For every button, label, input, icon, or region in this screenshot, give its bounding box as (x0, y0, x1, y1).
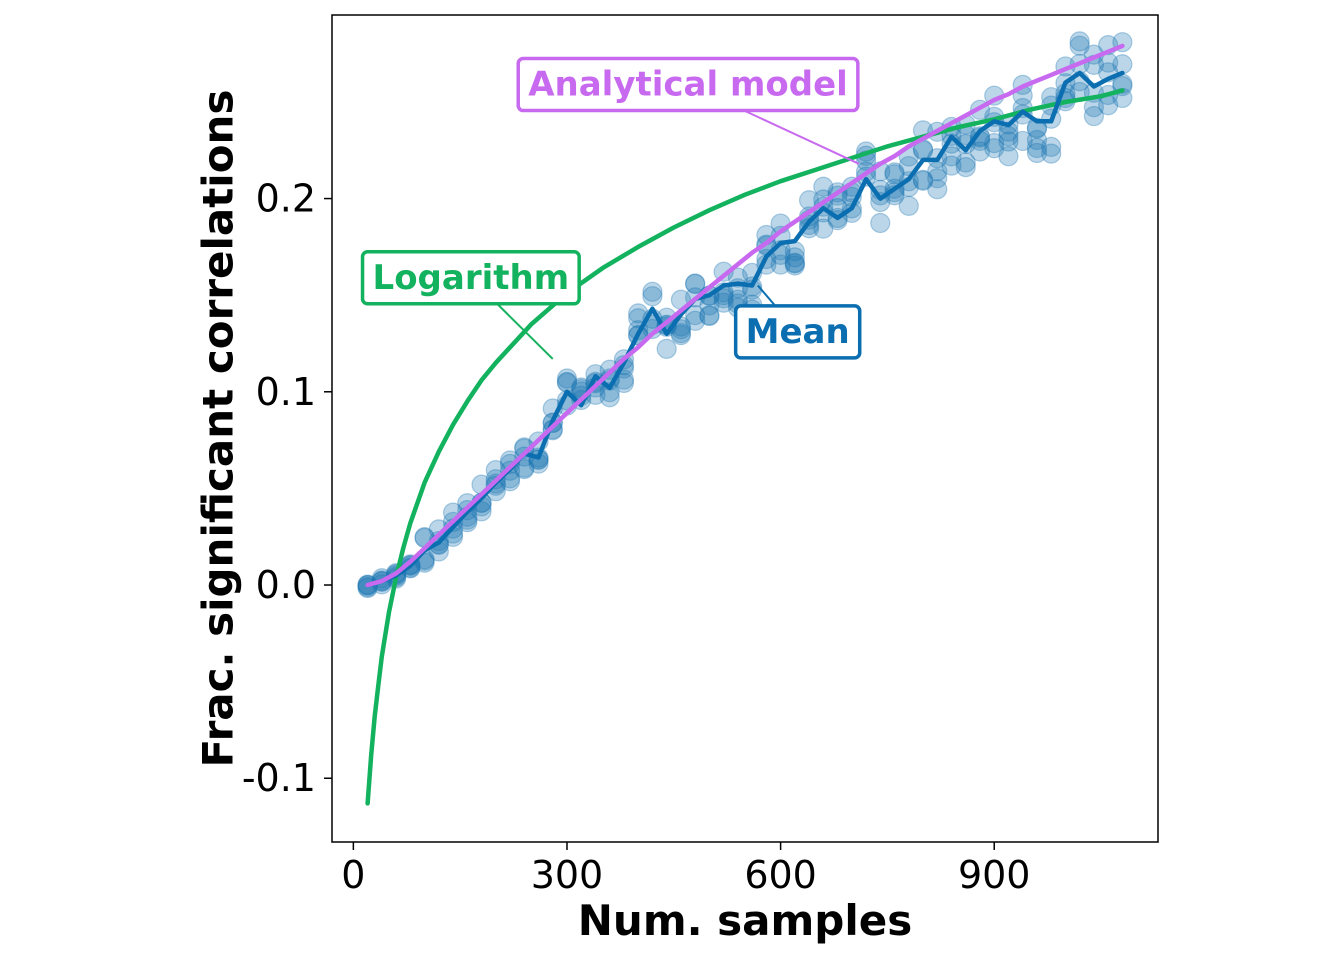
scatter-point (884, 164, 905, 185)
scatter-point (1026, 142, 1048, 164)
scatter-point (969, 127, 991, 148)
y-axis-title: Frac. significant correlations (194, 90, 243, 768)
scatter-point (1041, 136, 1062, 157)
scatter-point (656, 338, 677, 359)
scatter-point (1041, 143, 1062, 164)
scatter-point (998, 146, 1019, 167)
scatter-point (984, 138, 1005, 159)
scatter-point (685, 310, 706, 331)
scatter-point (984, 133, 1005, 154)
scatter-point (870, 212, 891, 234)
y-tick-label: 0.2 (256, 177, 316, 221)
scatter-point (912, 169, 934, 190)
annotation-label: Mean (746, 312, 850, 352)
scatter-point (713, 288, 734, 309)
x-tick-label: 600 (744, 853, 817, 897)
x-tick-label: 300 (531, 853, 604, 897)
scatter-point (1026, 137, 1048, 159)
scatter-point (969, 141, 991, 162)
scatter-point (1069, 31, 1090, 52)
scatter-point (556, 368, 578, 389)
x-tick-label: 0 (341, 853, 365, 897)
scatter-point (642, 286, 663, 307)
annotation-box (516, 56, 860, 113)
scatter-point (927, 168, 948, 189)
scatter-point (713, 261, 734, 282)
annotation-label: Analytical model (528, 65, 848, 105)
scatter-point (670, 323, 692, 344)
scatter-point (912, 170, 934, 191)
scatter-point (770, 254, 791, 275)
scatter-point (941, 155, 962, 176)
scatter-point (599, 387, 620, 408)
scatter-point (813, 176, 834, 197)
x-tick-label: 900 (958, 853, 1031, 897)
scatter-point (514, 459, 535, 480)
scatter-point (784, 253, 805, 274)
annotation-box (360, 250, 581, 306)
scatter-point (685, 273, 706, 294)
y-tick-label: 0.0 (256, 563, 316, 607)
scatter-point (898, 195, 919, 216)
scatter-point (1069, 35, 1090, 56)
scatter-point (927, 179, 948, 200)
annotation-label: Logarithm (373, 258, 570, 298)
scatter-point (699, 305, 720, 326)
plot-frame (331, 14, 1159, 843)
scatter-point (884, 162, 905, 183)
scatter-point (685, 305, 706, 326)
annotation-box (733, 304, 862, 360)
scatter-point (1012, 130, 1033, 152)
scatter-point (1026, 129, 1048, 151)
scatter-point (713, 292, 734, 313)
scatter-point (998, 131, 1019, 152)
y-tick-label: -0.1 (242, 756, 316, 800)
scatter-point (670, 324, 692, 346)
scatter-point (784, 255, 805, 276)
scatter-point (955, 157, 976, 178)
axis-ticks: 0 300 600 900 -0.1 0.0 0.1 0.2 (242, 177, 1031, 897)
scatter-point (471, 501, 492, 522)
scatter-point (1083, 105, 1105, 127)
scatter-point (685, 273, 706, 295)
scatter-point (955, 152, 976, 173)
scatter-point (813, 218, 834, 239)
scatter-point (699, 305, 720, 327)
annotations: Analytical model Logarithm Mean (360, 56, 862, 360)
analytical-model-line (365, 43, 1125, 588)
scatter-point (599, 382, 620, 403)
scatter-point (514, 457, 535, 478)
x-axis-title: Num. samples (578, 896, 912, 945)
scatter-point (642, 281, 663, 302)
scatter-point (784, 247, 805, 268)
y-tick-label: 0.1 (256, 370, 316, 414)
scatter-point (784, 252, 805, 273)
